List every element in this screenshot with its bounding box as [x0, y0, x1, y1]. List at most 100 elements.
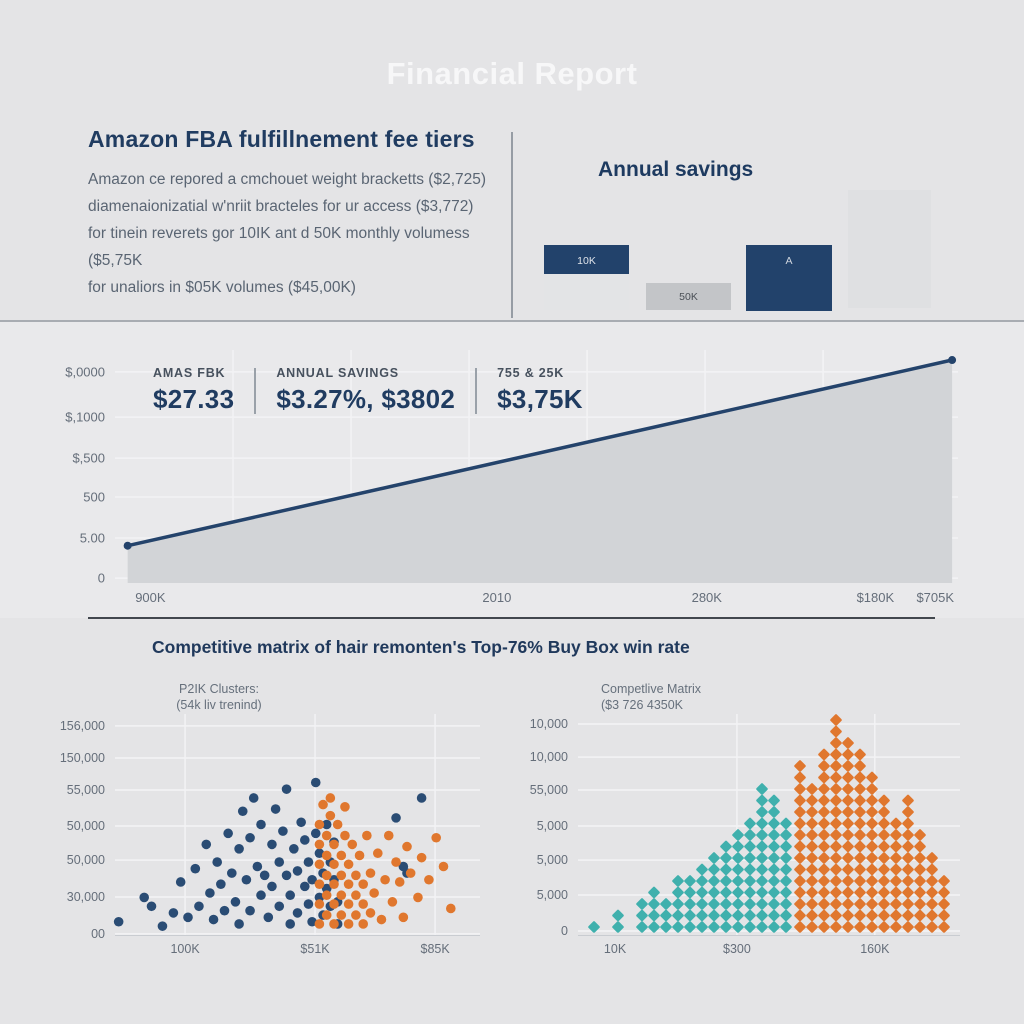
- scatter-dot: [289, 844, 299, 854]
- diamond-marker: [636, 909, 648, 922]
- scatter-dot: [340, 802, 350, 812]
- diamond-marker: [768, 829, 780, 841]
- x-axis-label: 10K: [603, 942, 627, 956]
- diamond-marker: [830, 725, 842, 738]
- diamond-marker: [830, 748, 842, 761]
- diamond-marker: [830, 898, 842, 910]
- scatter-dot: [446, 903, 456, 914]
- x-axis-label: $51K: [300, 942, 330, 956]
- diamond-marker: [902, 794, 914, 807]
- scatter-dot: [314, 859, 325, 870]
- diamond-marker: [588, 921, 600, 933]
- diamond-marker: [878, 863, 890, 876]
- diamond-marker: [854, 898, 866, 910]
- y-axis-label: 5,000: [536, 819, 568, 834]
- diamond-marker: [660, 909, 672, 922]
- diamond-marker: [914, 886, 926, 899]
- scatter-dot: [113, 916, 124, 927]
- diamond-marker: [648, 909, 660, 922]
- diamond-marker: [854, 771, 866, 784]
- scatter-dot: [307, 916, 317, 927]
- scatter-dot: [314, 892, 325, 903]
- diamond-marker: [914, 909, 926, 922]
- diamond-marker: [830, 921, 842, 933]
- diamond-marker: [780, 852, 792, 864]
- scatter-dot: [157, 921, 168, 931]
- diamond-marker: [720, 909, 732, 922]
- scatter-dot: [380, 874, 390, 885]
- scatter-dot: [212, 857, 222, 867]
- right-chart-subtitle-line: Competlive Matrix: [601, 682, 702, 696]
- stat-label: ANNUAL SAVINGS: [276, 366, 399, 380]
- diamond-marker: [902, 886, 914, 899]
- scatter-dot: [234, 844, 244, 854]
- diamond-marker: [878, 852, 890, 864]
- diamond-marker: [744, 817, 756, 830]
- scatter-dot: [405, 868, 416, 878]
- scatter-dot: [256, 890, 266, 901]
- scatter-dot: [325, 793, 336, 803]
- diamond-marker: [756, 852, 768, 864]
- scatter-dot: [230, 897, 241, 907]
- scatter-dot: [303, 857, 314, 867]
- competitive-matrix-dot-plot: 10,000 10,000 55,000 5,000 5,000 5,000 0 10K $30…: [530, 714, 960, 956]
- scatter-dot: [373, 848, 383, 859]
- scatter-dot: [358, 899, 368, 909]
- diamond-marker: [878, 921, 890, 933]
- diamond-marker: [756, 817, 768, 830]
- scatter-dot: [391, 813, 401, 823]
- scatter-dot: [310, 777, 321, 788]
- diamond-marker: [842, 829, 854, 841]
- scatter-dot: [223, 828, 233, 839]
- diamond-marker: [794, 909, 806, 922]
- diamond-marker: [708, 921, 720, 933]
- scatter-dot: [307, 874, 317, 885]
- diamond-marker: [720, 852, 732, 864]
- diamond-marker: [744, 852, 756, 864]
- diamond-marker: [684, 909, 696, 922]
- scatter-dot: [336, 870, 347, 881]
- diamond-marker: [902, 852, 914, 864]
- diamond-marker: [878, 794, 890, 807]
- diamond-marker: [768, 909, 780, 922]
- diamond-marker: [732, 909, 744, 922]
- diamond-marker: [902, 817, 914, 830]
- vertical-divider: [511, 132, 513, 318]
- scatter-dot: [267, 839, 277, 850]
- diamond-marker: [672, 875, 684, 887]
- scatter-dot: [205, 888, 215, 898]
- scatter-dot: [252, 861, 263, 872]
- scatter-dot: [314, 839, 325, 850]
- diamond-marker: [806, 829, 818, 841]
- diamond-marker: [720, 875, 732, 887]
- scatter-dot: [351, 870, 361, 881]
- diamond-marker: [708, 886, 720, 899]
- diamond-marker: [878, 840, 890, 853]
- diamond-marker: [818, 875, 830, 887]
- diamond-marker: [744, 909, 756, 922]
- scatter-dot: [351, 910, 361, 920]
- diamond-marker: [842, 909, 854, 922]
- area-fill: [127, 360, 953, 583]
- diamond-marker: [648, 898, 660, 910]
- diamond-marker: [806, 817, 818, 830]
- diamond-marker: [902, 921, 914, 933]
- x-axis-label: 2010: [482, 590, 512, 605]
- right-chart-subtitle-line: ($3 726 4350K: [601, 698, 684, 712]
- diamond-marker: [830, 783, 842, 795]
- diamond-marker: [780, 886, 792, 899]
- scatter-dot: [190, 863, 201, 874]
- scatter-dot: [296, 817, 306, 828]
- y-axis-label: $,1000: [65, 409, 105, 425]
- scatter-dot: [183, 912, 193, 923]
- diamond-marker: [854, 794, 866, 807]
- diamond-marker: [854, 748, 866, 761]
- scatter-dot: [431, 832, 442, 843]
- diamond-marker: [818, 852, 830, 864]
- scatter-dot: [245, 905, 255, 916]
- x-axis-label: $180K: [856, 590, 895, 605]
- diamond-marker: [806, 875, 818, 887]
- diamond-marker: [830, 863, 842, 876]
- diamond-marker: [866, 829, 878, 841]
- left-chart-subtitle: P2IK Clusters: (54k liv trenind): [130, 681, 308, 713]
